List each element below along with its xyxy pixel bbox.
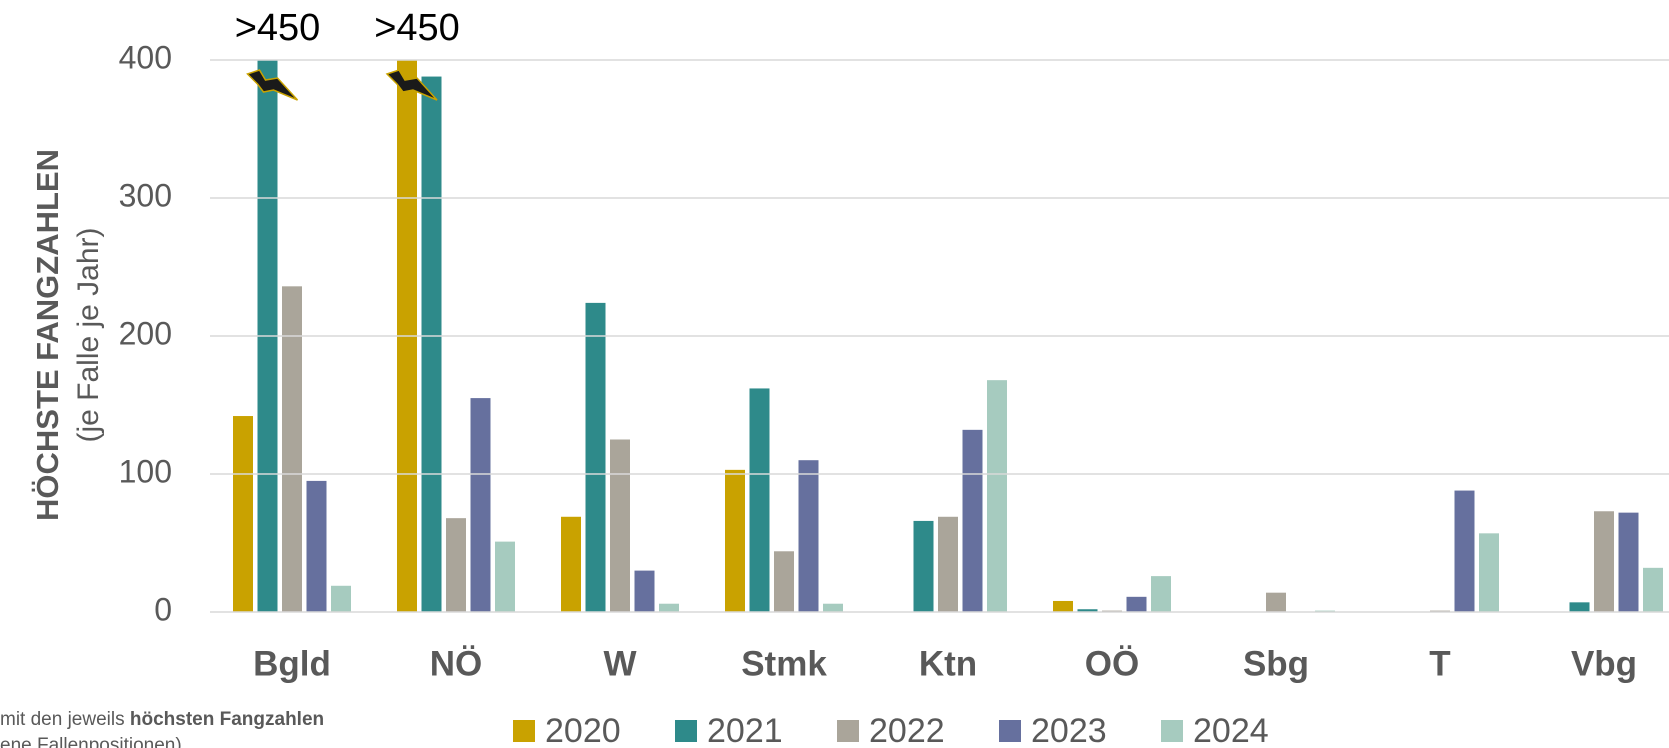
y-tick-label: 0 — [154, 591, 172, 627]
bar — [938, 516, 958, 612]
lightning-icon — [385, 69, 438, 101]
bar — [282, 286, 302, 612]
bar — [306, 480, 327, 612]
bar — [987, 380, 1007, 612]
x-tick-label: Sbg — [1243, 644, 1309, 683]
bar — [659, 603, 679, 612]
y-axis-sublabel: (je Falle je Jahr) — [72, 227, 105, 442]
x-tick-label: T — [1429, 644, 1450, 683]
footnote-line: ene Fallenpositionen) — [0, 735, 182, 748]
bar — [1266, 592, 1286, 612]
y-tick-label: 400 — [119, 39, 172, 75]
bar — [331, 585, 351, 612]
bar — [446, 518, 466, 612]
x-tick-label: Bgld — [253, 644, 331, 683]
bar — [1594, 511, 1614, 612]
lightning-icon — [246, 69, 299, 101]
y-axis-label: HÖCHSTE FANGZAHLEN — [30, 149, 65, 521]
legend-swatch — [837, 720, 859, 742]
y-tick-label: 100 — [119, 453, 172, 489]
bar — [962, 429, 983, 612]
bar — [1569, 602, 1590, 612]
bar — [774, 551, 794, 612]
bar — [1151, 576, 1171, 612]
annotation: >450 — [374, 7, 460, 49]
bar — [1077, 609, 1098, 612]
bar — [1126, 596, 1147, 612]
bar — [1479, 533, 1499, 612]
annotation: >450 — [235, 7, 321, 49]
legend-label: 2023 — [1031, 712, 1107, 748]
footnote: mit den jeweils höchsten Fangzahlen — [0, 709, 324, 730]
y-tick-label: 300 — [119, 177, 172, 213]
x-tick-label: Vbg — [1571, 644, 1637, 683]
bar — [421, 76, 442, 612]
bar — [725, 469, 745, 612]
bar — [1454, 490, 1475, 612]
footnote-text: mit den jeweils — [0, 709, 130, 730]
bar — [495, 541, 515, 612]
legend-swatch — [513, 720, 535, 742]
plot-area — [233, 60, 1663, 612]
y-tick-label: 200 — [119, 315, 172, 351]
legend-swatch — [1161, 720, 1183, 742]
x-tick-label: NÖ — [430, 644, 483, 683]
bar — [1618, 512, 1639, 612]
x-tick-label: OÖ — [1085, 644, 1139, 683]
bar — [561, 516, 581, 612]
bar — [1643, 567, 1663, 612]
bar — [610, 439, 630, 612]
legend-label: 2022 — [869, 712, 945, 748]
legend-swatch — [675, 720, 697, 742]
bar — [913, 520, 934, 612]
bar — [823, 603, 843, 612]
bar — [634, 570, 655, 612]
legend-label: 2024 — [1193, 712, 1269, 748]
legend-swatch — [999, 720, 1021, 742]
bar — [585, 302, 606, 612]
bar — [470, 398, 491, 612]
footnote-bold: höchsten Fangzahlen — [130, 709, 324, 730]
bar — [798, 460, 819, 612]
bar — [749, 388, 770, 612]
x-tick-label: Stmk — [741, 644, 827, 683]
x-tick-label: Ktn — [919, 644, 977, 683]
x-tick-label: W — [603, 644, 636, 683]
bar — [233, 416, 253, 612]
legend-label: 2020 — [545, 712, 621, 748]
bar — [1053, 600, 1073, 612]
legend-label: 2021 — [707, 712, 783, 748]
